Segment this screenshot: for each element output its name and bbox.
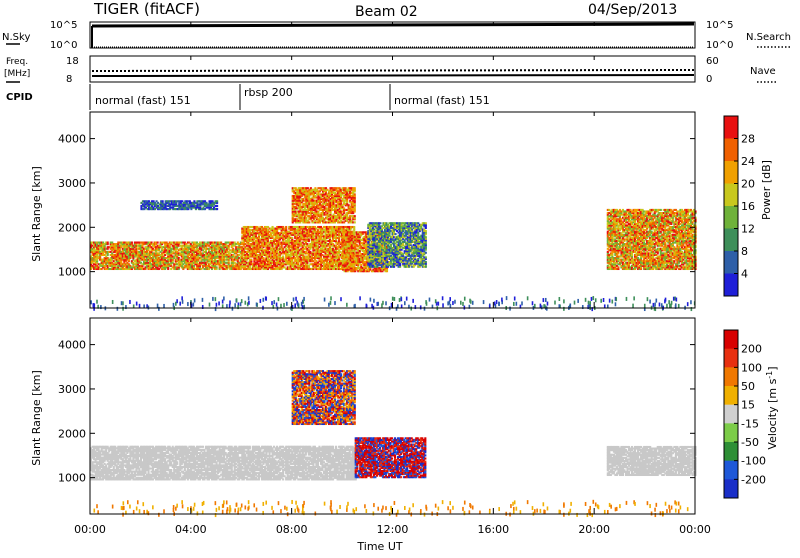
cpid-label: CPID	[6, 92, 33, 103]
power-band	[90, 241, 243, 270]
power-band	[292, 187, 356, 223]
power-cell	[157, 241, 159, 243]
power-cell	[354, 221, 356, 223]
power-cell	[354, 193, 356, 195]
power-cell	[107, 241, 109, 243]
freq-tick-bottom: 8	[66, 74, 72, 85]
power-cell	[308, 221, 310, 223]
nsearch-tick-top: 10^5	[706, 20, 733, 31]
power-cell	[353, 226, 355, 228]
freq-trace	[92, 75, 694, 76]
nave-tick-bottom: 0	[706, 74, 712, 85]
nsearch-tick-bottom: 10^0	[706, 40, 733, 51]
power-cell	[250, 259, 252, 261]
power-data-layer	[90, 187, 697, 311]
power-band	[241, 226, 355, 270]
freq-label: Freq.	[6, 57, 28, 67]
nsky-tick-top: 10^5	[50, 20, 77, 31]
power-cell	[216, 266, 218, 268]
power-cell	[291, 237, 293, 239]
nave-label: Nave	[750, 66, 776, 77]
power-cell	[285, 226, 287, 228]
power-cell	[131, 241, 133, 243]
cpid-segment-0: normal (fast) 151	[95, 94, 191, 107]
cpid-segment-1: rbsp 200	[244, 86, 293, 99]
date-title: 04/Sep/2013	[588, 2, 677, 18]
station-title: TIGER (fitACF)	[93, 0, 200, 18]
nsky-label: N.Sky	[2, 32, 30, 43]
nave-tick-top: 60	[706, 56, 719, 67]
power-cell	[282, 255, 284, 257]
freq-tick-top: 18	[66, 56, 79, 67]
power-cell	[354, 187, 356, 189]
cpid-segment-2: normal (fast) 151	[394, 94, 490, 107]
power-cell	[354, 215, 356, 217]
nsky-tick-bottom: 10^0	[50, 40, 77, 51]
nave-trace	[92, 70, 694, 71]
nsearch-label: N.Search	[746, 32, 791, 43]
beam-title: Beam 02	[355, 4, 418, 20]
freq-unit: [MHz]	[4, 69, 30, 79]
power-cell	[379, 222, 381, 224]
